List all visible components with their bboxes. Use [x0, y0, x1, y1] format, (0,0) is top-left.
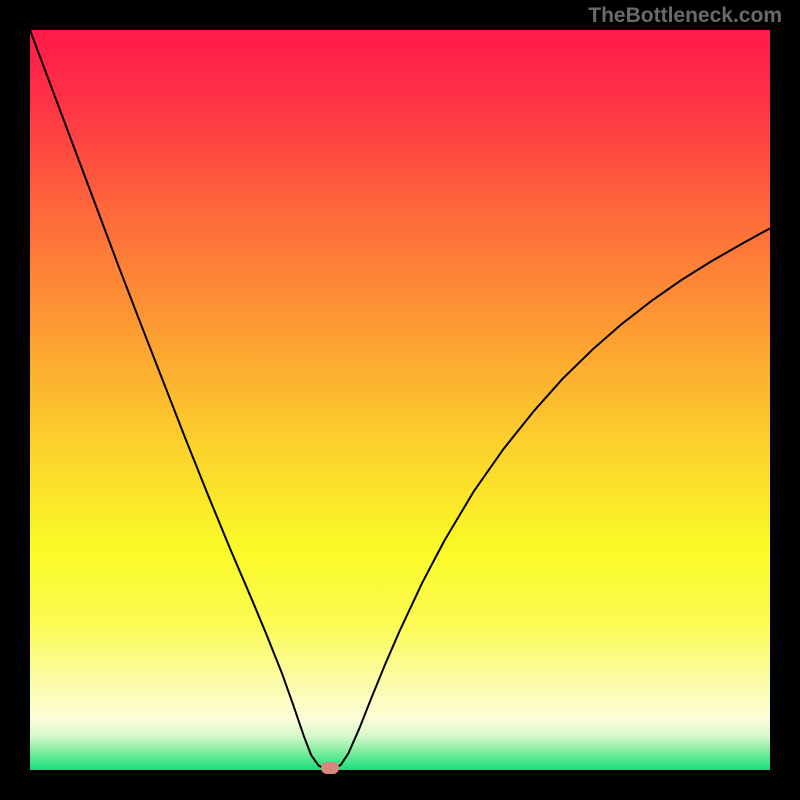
watermark-text: TheBottleneck.com	[588, 4, 782, 28]
optimum-marker	[321, 762, 339, 774]
bottleneck-curve-path	[30, 30, 770, 769]
bottleneck-curve	[30, 30, 770, 770]
plot-area	[30, 30, 770, 770]
